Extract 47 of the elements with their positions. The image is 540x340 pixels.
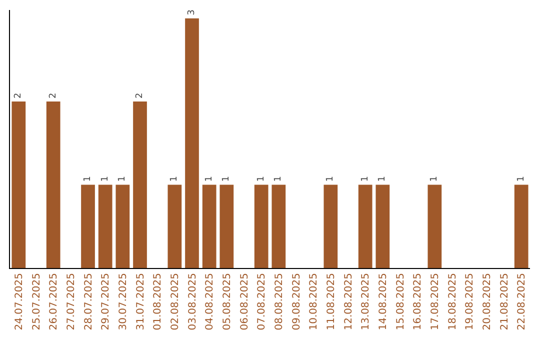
x-tick-label: 31.07.2025	[135, 273, 146, 330]
x-tick-label: 17.08.2025	[430, 273, 441, 330]
data-label: 1	[256, 176, 266, 182]
data-label: 1	[430, 176, 440, 182]
x-tick-label: 12.08.2025	[343, 273, 354, 330]
x-tick-label: 07.08.2025	[256, 273, 268, 330]
x-tick-label: 15.08.2025	[395, 273, 406, 330]
data-label: 1	[222, 176, 232, 182]
x-tick-label: 29.07.2025	[100, 273, 112, 330]
data-label: 2	[14, 92, 24, 99]
x-tick-label: 30.07.2025	[118, 273, 129, 330]
x-tick-label: 25.07.2025	[31, 273, 42, 330]
x-tick-label: 01.08.2025	[152, 273, 164, 330]
data-label: 1	[100, 176, 110, 182]
x-tick-label: 10.08.2025	[308, 273, 320, 330]
x-tick-label: 24.07.2025	[14, 273, 25, 330]
data-label: 1	[516, 176, 526, 182]
x-tick-label: 09.08.2025	[291, 273, 302, 330]
data-label: 1	[360, 176, 370, 182]
x-tick-label: 05.08.2025	[222, 273, 233, 330]
x-tick-label: 14.08.2025	[378, 273, 389, 330]
data-label: 1	[170, 176, 180, 182]
x-tick-label: 21.08.2025	[499, 273, 510, 330]
data-label: 1	[118, 176, 128, 182]
x-tick-label: 26.07.2025	[48, 273, 60, 330]
data-label: 1	[378, 176, 388, 182]
x-tick-label: 08.08.2025	[274, 273, 285, 330]
x-tick-label: 19.08.2025	[464, 273, 476, 330]
x-tick-label: 18.08.2025	[447, 273, 458, 330]
x-tick-label: 27.07.2025	[66, 273, 77, 330]
x-tick-label: 03.08.2025	[187, 273, 198, 330]
x-tick-label: 02.08.2025	[170, 273, 181, 330]
x-tick-label: 04.08.2025	[204, 273, 216, 330]
data-label: 1	[274, 176, 284, 182]
data-label: 3	[187, 10, 197, 16]
x-tick-label: 11.08.2025	[326, 273, 337, 330]
data-label: 1	[204, 176, 214, 182]
x-tick-label: 22.08.2025	[516, 273, 528, 330]
x-tick-label: 16.08.2025	[412, 273, 424, 330]
data-label: 2	[135, 92, 145, 99]
data-label: 1	[83, 176, 93, 182]
data-label: 1	[326, 176, 336, 182]
x-tick-label: 20.08.2025	[482, 273, 493, 330]
x-tick-label: 06.08.2025	[239, 273, 250, 330]
data-label: 2	[48, 92, 58, 99]
x-tick-label: 28.07.2025	[83, 273, 94, 330]
x-tick-label: 13.08.2025	[360, 273, 372, 330]
